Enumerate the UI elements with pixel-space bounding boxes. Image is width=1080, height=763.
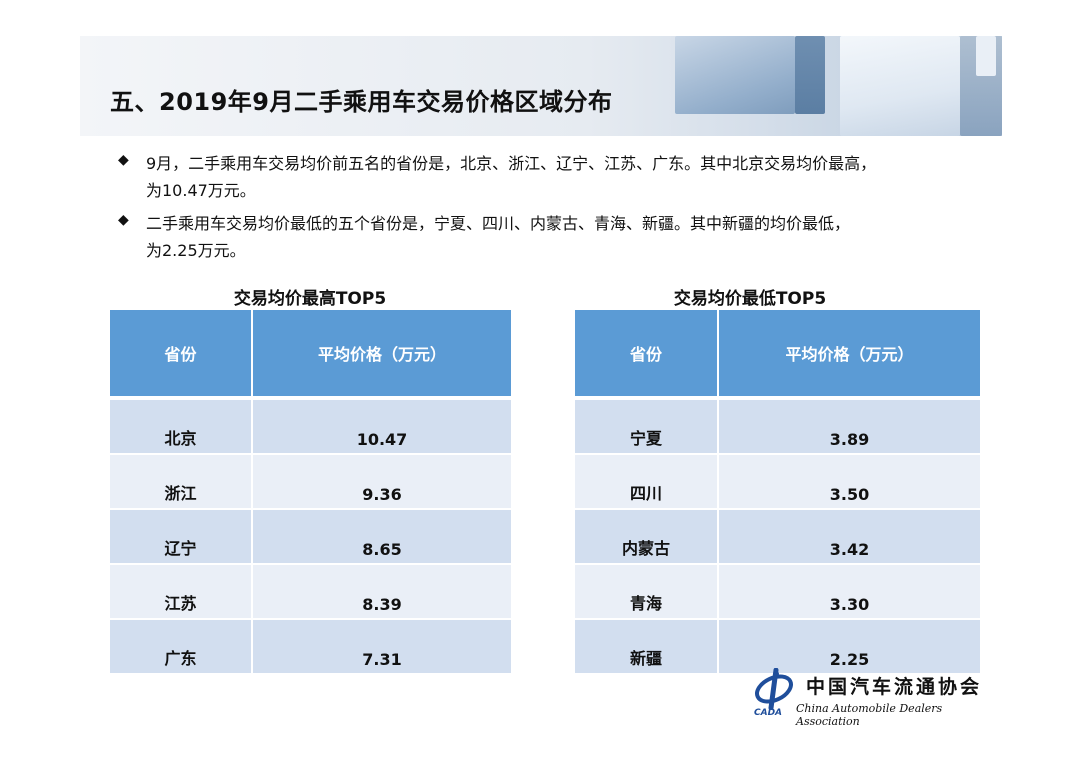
table-caption-highest: 交易均价最高TOP5 <box>233 289 387 309</box>
table-highest-prices: 省份 平均价格（万元） 北京 10.47 浙江 9.36 辽宁 8.65 江苏 … <box>110 310 511 673</box>
page-title: 五、2019年9月二手乘用车交易价格区域分布 <box>110 88 613 116</box>
price-cell: 3.50 <box>717 453 980 508</box>
province-cell: 新疆 <box>575 618 717 673</box>
price-cell: 8.39 <box>251 563 511 618</box>
column-header-price: 平均价格（万元） <box>251 310 511 396</box>
column-header-province: 省份 <box>110 310 251 396</box>
diamond-bullet-icon: ◆ <box>118 212 129 228</box>
logo-chinese-name: 中国汽车流通协会 <box>806 676 983 698</box>
price-cell: 3.89 <box>717 396 980 453</box>
table-row: 四川 3.50 <box>575 453 980 508</box>
bullet-line: 为2.25万元。 <box>146 241 246 260</box>
table-row: 新疆 2.25 <box>575 618 980 673</box>
table-row: 辽宁 8.65 <box>110 508 511 563</box>
bullet-item: ◆ 9月，二手乘用车交易均价前五名的省份是，北京、浙江、辽宁、江苏、广东。其中北… <box>118 150 998 204</box>
province-cell: 江苏 <box>110 563 251 618</box>
province-cell: 青海 <box>575 563 717 618</box>
table-row: 内蒙古 3.42 <box>575 508 980 563</box>
table-row: 北京 10.47 <box>110 396 511 453</box>
province-cell: 浙江 <box>110 453 251 508</box>
title-banner: 五、2019年9月二手乘用车交易价格区域分布 <box>80 36 1002 136</box>
bullet-line: 9月，二手乘用车交易均价前五名的省份是，北京、浙江、辽宁、江苏、广东。其中北京交… <box>146 154 877 173</box>
table-row: 宁夏 3.89 <box>575 396 980 453</box>
bullet-text: 二手乘用车交易均价最低的五个省份是，宁夏、四川、内蒙古、青海、新疆。其中新疆的均… <box>146 210 998 264</box>
logo-english-name: China Automobile Dealers Association <box>796 702 943 728</box>
table-header-row: 省份 平均价格（万元） <box>110 310 511 396</box>
diamond-bullet-icon: ◆ <box>118 152 129 168</box>
bullet-item: ◆ 二手乘用车交易均价最低的五个省份是，宁夏、四川、内蒙古、青海、新疆。其中新疆… <box>118 210 998 264</box>
bullet-list: ◆ 9月，二手乘用车交易均价前五名的省份是，北京、浙江、辽宁、江苏、广东。其中北… <box>118 150 998 270</box>
price-cell: 3.42 <box>717 508 980 563</box>
table-row: 青海 3.30 <box>575 563 980 618</box>
price-cell: 3.30 <box>717 563 980 618</box>
price-cell: 10.47 <box>251 396 511 453</box>
bullet-line: 二手乘用车交易均价最低的五个省份是，宁夏、四川、内蒙古、青海、新疆。其中新疆的均… <box>146 214 851 233</box>
banner-cube-graphic <box>840 36 960 136</box>
province-cell: 四川 <box>575 453 717 508</box>
column-header-price: 平均价格（万元） <box>717 310 980 396</box>
province-cell: 广东 <box>110 618 251 673</box>
province-cell: 宁夏 <box>575 396 717 453</box>
banner-cube-graphic <box>675 36 795 114</box>
table-row: 浙江 9.36 <box>110 453 511 508</box>
logo-abbreviation: CADA <box>754 708 783 718</box>
column-header-province: 省份 <box>575 310 717 396</box>
province-cell: 辽宁 <box>110 508 251 563</box>
bullet-text: 9月，二手乘用车交易均价前五名的省份是，北京、浙江、辽宁、江苏、广东。其中北京交… <box>146 150 998 204</box>
bullet-line: 为10.47万元。 <box>146 181 256 200</box>
table-header-row: 省份 平均价格（万元） <box>575 310 980 396</box>
table-row: 广东 7.31 <box>110 618 511 673</box>
price-cell: 2.25 <box>717 618 980 673</box>
banner-cube-graphic <box>795 36 825 114</box>
table-row: 江苏 8.39 <box>110 563 511 618</box>
cada-emblem-icon <box>755 668 793 710</box>
table-caption-lowest: 交易均价最低TOP5 <box>673 289 827 309</box>
price-cell: 7.31 <box>251 618 511 673</box>
province-cell: 北京 <box>110 396 251 453</box>
price-cell: 8.65 <box>251 508 511 563</box>
cada-logo: CADA 中国汽车流通协会 China Automobile Dealers A… <box>752 668 1002 728</box>
price-cell: 9.36 <box>251 453 511 508</box>
banner-cube-graphic <box>976 36 996 76</box>
province-cell: 内蒙古 <box>575 508 717 563</box>
table-lowest-prices: 省份 平均价格（万元） 宁夏 3.89 四川 3.50 内蒙古 3.42 青海 … <box>575 310 980 673</box>
